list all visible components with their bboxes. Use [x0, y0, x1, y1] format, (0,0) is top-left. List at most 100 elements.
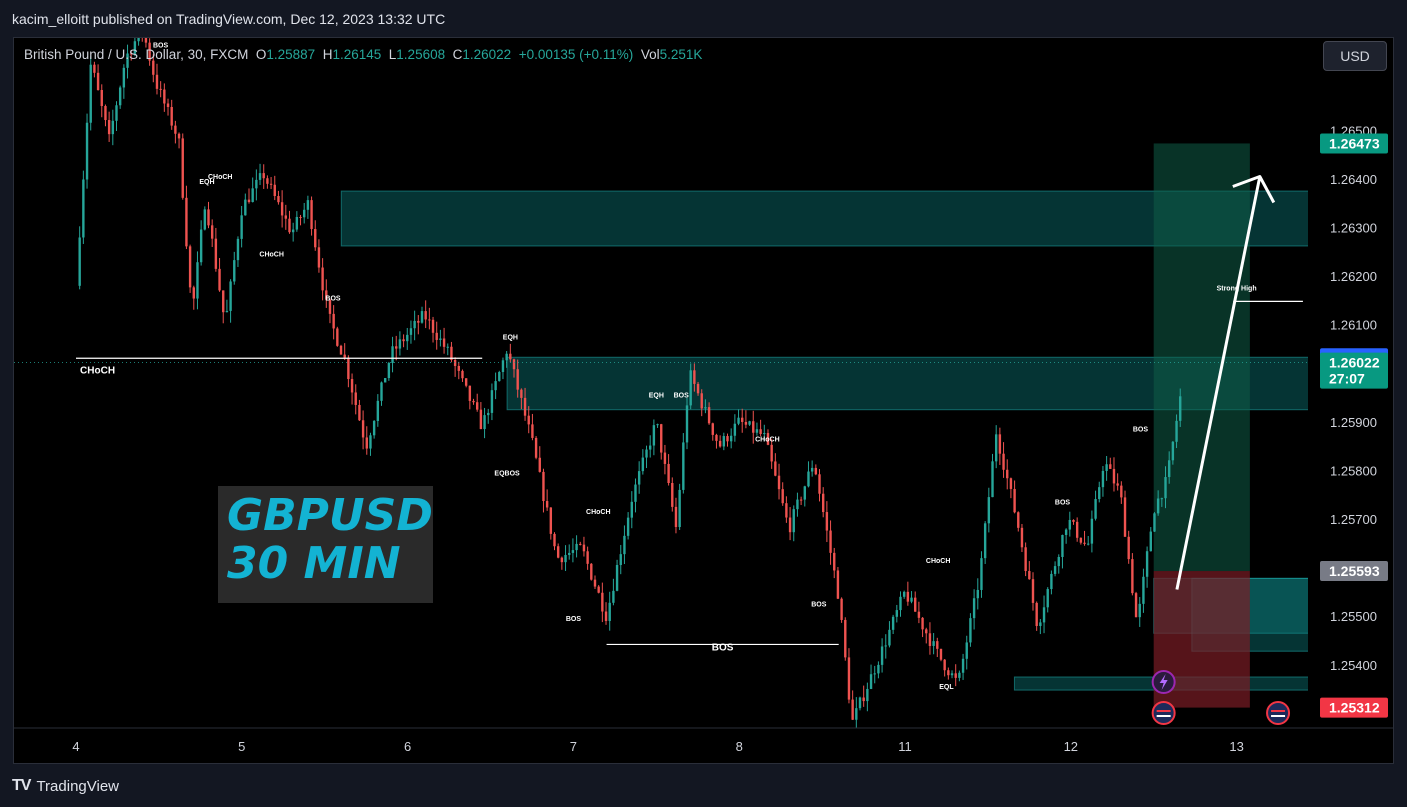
candle-body	[210, 225, 214, 239]
candle-body	[354, 392, 357, 405]
structure-label: BOS	[674, 393, 690, 400]
candle-body	[413, 320, 416, 329]
candle-body	[476, 402, 479, 410]
projection-arrow	[1175, 176, 1262, 590]
candle-body	[350, 379, 354, 393]
structure-label: BOS	[566, 616, 582, 623]
candle-body	[159, 88, 162, 90]
candle-body	[218, 268, 221, 291]
candle-body	[314, 229, 317, 248]
candle-body	[365, 437, 368, 449]
candle-body	[266, 178, 269, 184]
candle-body	[711, 423, 714, 435]
candle-body	[582, 544, 586, 552]
candle-body	[844, 619, 847, 658]
banner-title: GBPUSD	[227, 490, 433, 541]
price-tick: 1.26400	[1330, 172, 1377, 187]
price-label-text: 1.25593	[1329, 563, 1380, 579]
volume-label: Vol	[640, 47, 660, 62]
candle-body	[1109, 464, 1112, 469]
candle-body	[166, 103, 170, 107]
candle-body	[545, 501, 549, 508]
candle-body	[328, 299, 332, 314]
candle-body	[1006, 469, 1009, 479]
candle-body	[810, 467, 814, 472]
candle-body	[715, 434, 718, 441]
structure-label: EQBOS	[494, 470, 520, 477]
candle-body	[888, 629, 891, 646]
candle-body	[755, 429, 759, 433]
time-tick: 4	[72, 739, 79, 754]
candle-body	[880, 646, 884, 665]
top-bar: kacim_elloitt published on TradingView.c…	[0, 0, 1407, 37]
price-tick: 1.26100	[1330, 318, 1377, 333]
candle-body	[512, 359, 516, 370]
candle-body	[671, 483, 674, 507]
candle-body	[1057, 557, 1060, 567]
structure-label: BOS	[153, 43, 169, 50]
candle-body	[483, 415, 486, 430]
candle-body	[1160, 498, 1164, 500]
candle-body	[925, 629, 928, 634]
open-label: O	[255, 47, 267, 62]
candle-body	[983, 523, 987, 559]
candle-body	[126, 53, 129, 68]
candle-body	[358, 404, 361, 421]
change-value: +0.00135 (+0.11%)	[518, 47, 634, 62]
uk-flag-icon	[1266, 701, 1291, 725]
candle-body	[185, 197, 188, 247]
candle-body	[1068, 519, 1072, 530]
candle-body	[144, 38, 148, 43]
candle-body	[961, 658, 965, 673]
candle-body	[100, 90, 103, 107]
candle-body	[928, 633, 932, 646]
candle-body	[89, 64, 92, 123]
candle-body	[917, 611, 921, 618]
chart-area[interactable]: BOS CHoCH EQH CHoCH BOS CHoCH EQH EQH BOS EQBOS CH…	[13, 37, 1394, 764]
candle-body	[247, 199, 251, 203]
candle-body	[1020, 527, 1024, 548]
candle-body	[814, 467, 818, 475]
candle-body	[273, 184, 276, 197]
candle-body	[284, 215, 288, 219]
candle-body	[998, 434, 1002, 454]
candle-body	[383, 378, 387, 383]
candle-body	[840, 598, 843, 620]
candle-body	[696, 383, 700, 394]
candle-body	[1167, 460, 1171, 478]
candle-body	[225, 310, 229, 313]
structure-label: CHoCH	[755, 436, 780, 443]
candle-body	[501, 360, 505, 373]
candle-body	[972, 598, 976, 619]
candle-body	[1131, 559, 1134, 594]
candle-body	[943, 659, 946, 671]
candle-body	[1090, 518, 1094, 544]
candle-body	[380, 382, 383, 401]
symbol-legend[interactable]: British Pound / U.S. Dollar, 30, FXCM O1…	[24, 47, 702, 62]
candle-body	[527, 415, 530, 425]
candle-body	[262, 173, 265, 179]
candle-body	[468, 385, 472, 401]
open-value: 1.25887	[266, 47, 316, 62]
publisher-info: kacim_elloitt published on TradingView.c…	[12, 11, 446, 27]
candle-body	[947, 670, 950, 676]
candle-body	[829, 530, 832, 553]
structure-label: CHoCH	[586, 509, 611, 516]
currency-button[interactable]: USD	[1323, 41, 1387, 71]
candle-body	[1035, 602, 1038, 626]
price-label-text: 1.25312	[1329, 700, 1380, 716]
tradingview-logo[interactable]: TV TradingView	[12, 777, 119, 795]
candle-body	[630, 501, 633, 518]
candle-body	[921, 617, 924, 630]
candle-body	[196, 262, 199, 299]
candle-body	[181, 138, 184, 198]
price-label-text: 1.26473	[1329, 135, 1380, 151]
candle-body	[803, 486, 806, 500]
candle-body	[741, 417, 744, 422]
candle-body	[372, 420, 376, 436]
candle-body	[391, 346, 394, 364]
candle-body	[406, 334, 409, 342]
candle-body	[339, 345, 343, 355]
candle-body	[118, 87, 122, 106]
